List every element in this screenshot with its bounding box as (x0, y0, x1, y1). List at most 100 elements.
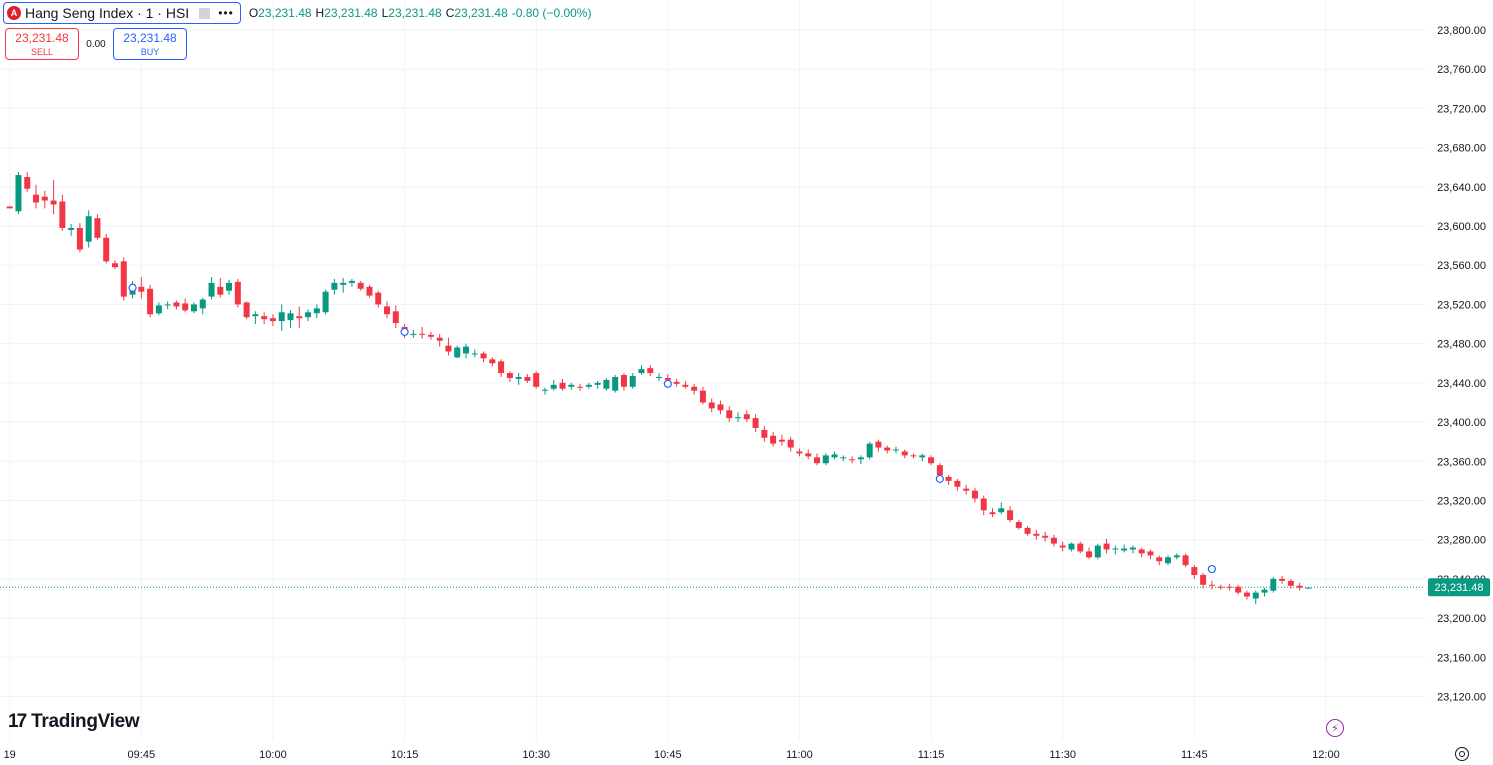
tradingview-mark-icon: 17 (8, 711, 27, 732)
candle (919, 453, 926, 462)
candle (796, 448, 803, 457)
candle (752, 414, 759, 432)
candle-body (752, 418, 759, 428)
candle-body (761, 429, 768, 438)
candle-body (375, 292, 382, 305)
candle (1068, 542, 1075, 552)
candle (419, 326, 426, 339)
candle-body (103, 237, 110, 262)
candles (6, 172, 1312, 605)
candle-body (673, 381, 680, 384)
candle-body (463, 346, 469, 354)
candle-body (199, 299, 206, 309)
high-label: H (315, 6, 325, 20)
candle (199, 297, 206, 315)
symbol-selector[interactable]: A Hang Seng Index · 1 · HSI ••• (3, 2, 241, 24)
candle (1129, 545, 1136, 554)
candle-body (498, 361, 505, 374)
buy-label: BUY (140, 46, 160, 57)
lightning-icon[interactable]: ⚡ (1326, 719, 1344, 737)
candle (1191, 565, 1198, 579)
candle (454, 345, 461, 359)
candle-body (980, 498, 987, 511)
candle-body (1217, 586, 1224, 588)
symbol-title[interactable]: Hang Seng Index · 1 · HSI (25, 5, 190, 21)
candle (138, 276, 145, 299)
candle-body (1191, 567, 1198, 575)
candle (875, 439, 882, 452)
candle-body (1068, 543, 1075, 550)
candle (1200, 573, 1207, 589)
buy-button[interactable]: 23,231.48 BUY (113, 28, 187, 60)
price-tick-label: 23,440.00 (1437, 378, 1486, 390)
candle (980, 495, 987, 516)
candle (120, 257, 127, 301)
candle (366, 284, 373, 298)
sell-button[interactable]: 23,231.48 SELL (5, 28, 79, 60)
time-axis[interactable]: 19 09:45 10:00 10:15 10:30 10:45 11:00 11:15 11:… (4, 749, 1340, 761)
candle (822, 453, 829, 466)
candle-body (33, 194, 40, 203)
candle (805, 449, 812, 460)
candle (699, 386, 706, 405)
change-value: -0.80 (−0.00%) (511, 6, 592, 20)
candle-body (919, 455, 926, 458)
candle (50, 179, 57, 215)
candle-body (1077, 543, 1084, 552)
candle (936, 463, 943, 477)
candle (1156, 555, 1163, 566)
candle-body (629, 375, 636, 387)
candle-body (410, 333, 417, 335)
candle (410, 329, 417, 338)
candle (1305, 586, 1312, 589)
tradingview-logo[interactable]: 17 TradingView (8, 711, 140, 733)
candle-body (541, 389, 548, 391)
event-marker (400, 327, 409, 336)
candle (217, 277, 224, 298)
flag-icon[interactable] (199, 7, 211, 19)
candle (708, 398, 715, 413)
candle (1279, 575, 1286, 584)
candle-body (954, 480, 961, 487)
candle-body (822, 455, 829, 464)
candle-body (138, 286, 145, 292)
candle-body (234, 281, 241, 305)
candle-body (68, 227, 75, 230)
candle (989, 508, 996, 518)
candle-body (638, 369, 645, 374)
low-value: 23,231.48 (388, 6, 442, 20)
candle (1235, 584, 1242, 595)
more-icon[interactable]: ••• (218, 6, 234, 20)
candle-body (796, 451, 803, 454)
price-axis[interactable]: 23,800.00 23,760.00 23,720.00 23,680.00 23,6… (1437, 25, 1486, 704)
candle (559, 378, 566, 391)
candle-body (506, 373, 513, 378)
candle (726, 406, 733, 423)
price-tick-label: 23,680.00 (1437, 143, 1486, 155)
candle-body (1182, 555, 1189, 566)
candle (515, 373, 522, 385)
price-tick-label: 23,560.00 (1437, 260, 1486, 272)
gear-icon[interactable] (1455, 747, 1469, 761)
candle (831, 451, 838, 460)
candle-body (357, 282, 364, 289)
candle (787, 436, 794, 452)
candle (1252, 590, 1259, 605)
candle-body (989, 512, 996, 515)
candle-body (489, 359, 496, 364)
candle (252, 311, 259, 325)
candle (1015, 520, 1022, 530)
candle-body (1208, 584, 1215, 586)
candle (577, 383, 584, 391)
candle-body (384, 306, 391, 315)
candle-body (164, 304, 171, 306)
price-tick-label: 23,280.00 (1437, 535, 1486, 547)
candle-body (1165, 557, 1171, 564)
candle-body (559, 382, 566, 389)
chart-grid (0, 0, 1425, 740)
candle (190, 302, 197, 314)
candle-body (1226, 586, 1233, 588)
candle-body (963, 488, 970, 491)
time-tick-label: 12:00 (1312, 749, 1340, 761)
